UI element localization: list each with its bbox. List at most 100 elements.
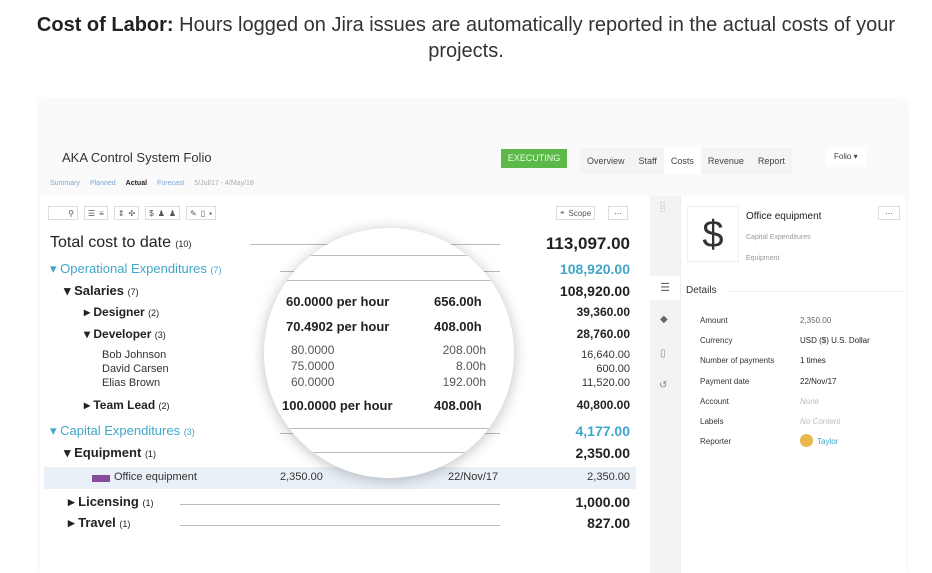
row-salaries[interactable]: ▾ Salaries (7) 108,920.00: [50, 283, 630, 303]
magnifier: 60.0000 per hour 656.00h 70.4902 per hou…: [264, 228, 514, 478]
row-developer[interactable]: ▾ Developer (3) 28,760.00: [50, 327, 630, 347]
edit-group[interactable]: ✎ ▯ ▪: [186, 206, 216, 220]
target-icon: ⌖: [560, 208, 565, 217]
dollar-icon: $: [149, 208, 154, 218]
row-office-equipment[interactable]: Office equipment 2,350.00 22/Nov/17 2,35…: [44, 467, 636, 489]
developer-label-text: Developer: [93, 327, 152, 341]
toolbar: ⚲ ☰ ≡ ⇕ ✣ $ ♟ ♟ ✎ ▯ ▪: [48, 206, 216, 220]
indent-icon: ≡: [99, 208, 104, 218]
details-icon[interactable]: ☰: [650, 276, 680, 300]
travel-label: ▸ Travel (1): [68, 515, 131, 530]
field-label: Currency: [700, 336, 733, 345]
row-person[interactable]: Bob Johnson 16,640.00: [50, 349, 630, 369]
status-badge: EXECUTING: [501, 149, 567, 168]
subtab-actual[interactable]: Actual: [125, 180, 148, 187]
currency-value[interactable]: USD ($) U.S. Dollar: [800, 336, 870, 345]
person-rate: 60.0000: [291, 375, 335, 389]
view-toggle[interactable]: ☰ ≡: [84, 206, 108, 220]
teamlead-hours: 408.00h: [434, 398, 482, 413]
person-value: 600.00: [596, 363, 630, 375]
subtabs: Summary Planned Actual Forecast 5/Jul/17…: [50, 180, 254, 187]
cost-type-icon: [92, 475, 110, 482]
office-value: 2,350.00: [587, 471, 630, 483]
teamlead-value: 40,800.00: [576, 398, 630, 412]
travel-value: 827.00: [587, 515, 630, 531]
expand-icon: ⇕: [117, 208, 125, 218]
payments-value[interactable]: 1 times: [800, 356, 826, 365]
main-tabs: Overview Staff Costs Revenue Report: [580, 148, 792, 174]
salaries-count: (7): [127, 287, 139, 297]
designer-hours: 656.00h: [434, 294, 482, 309]
teamlead-rate: 100.0000 per hour: [282, 398, 393, 413]
collapse-icon: ✣: [128, 208, 136, 218]
capex-count: (3): [183, 427, 195, 437]
row-designer[interactable]: ▸ Designer (2) 39,360.00: [50, 305, 630, 325]
filter-group[interactable]: $ ♟ ♟: [145, 206, 181, 220]
licensing-label-text: Licensing: [78, 494, 139, 509]
total-count: (10): [175, 239, 192, 249]
field-label: Number of payments: [700, 356, 775, 365]
detail-more-button[interactable]: ⋯: [878, 206, 900, 220]
salaries-value: 108,920.00: [559, 283, 630, 299]
person-hours: 8.00h: [455, 359, 486, 373]
scope-button[interactable]: ⌖ Scope: [556, 206, 596, 220]
account-value[interactable]: None: [800, 397, 820, 406]
row-total: Total cost to date (10) 113,097.00: [50, 234, 630, 254]
reporter-value[interactable]: Taylor: [817, 437, 839, 446]
row-equipment[interactable]: ▾ Equipment (1) 2,350.00: [50, 445, 630, 465]
tab-staff[interactable]: Staff: [631, 148, 664, 174]
row-person[interactable]: David Carsen 600.00: [50, 363, 630, 383]
row-travel[interactable]: ▸ Travel (1) 827.00: [50, 515, 630, 535]
opex-label-text: Operational Expenditures: [60, 261, 207, 276]
opex-count: (7): [210, 265, 222, 275]
date-range: 5/Jul/17 - 4/May/18: [194, 180, 254, 187]
row-teamlead[interactable]: ▸ Team Lead (2) 40,800.00: [50, 398, 630, 418]
travel-label-text: Travel: [78, 515, 116, 530]
history-icon[interactable]: ↺: [659, 380, 668, 391]
row-person[interactable]: Elias Brown 11,520.00: [50, 377, 630, 397]
folio-dropdown[interactable]: Folio ▾: [826, 148, 866, 165]
field-label: Payment date: [700, 377, 750, 386]
drag-handle-icon[interactable]: ⣿: [659, 202, 667, 213]
field-label: Account: [700, 397, 729, 406]
developer-hours: 408.00h: [434, 319, 482, 334]
pencil-icon: ✎: [190, 208, 197, 218]
amount-value[interactable]: 2,350.00: [800, 316, 832, 325]
equipment-count: (1): [144, 449, 156, 459]
detail-panel: [680, 196, 906, 573]
tab-overview[interactable]: Overview: [580, 148, 632, 174]
developer-count: (3): [154, 330, 166, 340]
teamlead-label-text: Team Lead: [93, 398, 156, 412]
office-amount: 2,350.00: [280, 471, 323, 483]
capex-value: 4,177.00: [575, 423, 631, 439]
more-button[interactable]: ⋯: [608, 206, 628, 220]
office-date: 22/Nov/17: [448, 471, 499, 483]
person-hours: 208.00h: [442, 343, 486, 357]
field-label: Labels: [700, 417, 724, 426]
subtab-summary[interactable]: Summary: [50, 180, 80, 187]
subtab-forecast[interactable]: Forecast: [157, 180, 185, 187]
row-licensing[interactable]: ▸ Licensing (1) 1,000.00: [50, 494, 630, 514]
expand-collapse[interactable]: ⇕ ✣: [113, 206, 140, 220]
payment-date-value[interactable]: 22/Nov/17: [800, 377, 837, 386]
salaries-label-text: Salaries: [74, 283, 125, 298]
headline-bold: Cost of Labor:: [36, 14, 174, 36]
attachment-icon[interactable]: ▯: [660, 348, 666, 359]
folio-label: Folio: [834, 152, 852, 161]
avatar: [800, 434, 813, 447]
total-label: Total cost to date (10): [50, 234, 191, 252]
labels-value[interactable]: No Content: [800, 417, 841, 426]
opex-label: ▾ Operational Expenditures (7): [50, 261, 222, 276]
tab-report[interactable]: Report: [750, 148, 792, 174]
subtab-planned[interactable]: Planned: [89, 180, 116, 187]
chevron-down-icon: ▾: [853, 152, 858, 161]
person-rate: 75.0000: [291, 359, 335, 373]
capex-label: ▾ Capital Expenditures (3): [50, 423, 195, 438]
field-label: Reporter: [700, 437, 732, 446]
search-button[interactable]: ⚲: [48, 206, 78, 220]
tab-revenue[interactable]: Revenue: [700, 148, 751, 174]
opex-value: 108,920.00: [559, 261, 630, 277]
tag-icon[interactable]: ◆: [660, 314, 668, 325]
tab-costs[interactable]: Costs: [663, 148, 701, 174]
person-value: 16,640.00: [581, 349, 630, 361]
